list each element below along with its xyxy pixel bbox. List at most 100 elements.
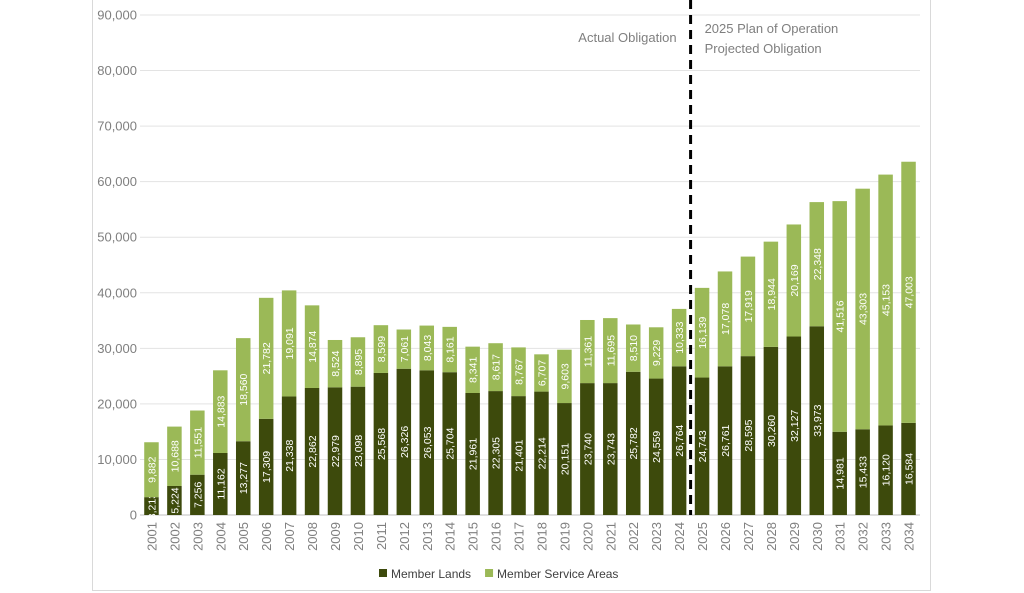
- data-label: 5,224: [169, 487, 181, 513]
- x-tick-label: 2034: [902, 522, 917, 551]
- data-label: 22,348: [812, 248, 824, 280]
- bar-member-service-areas: [901, 161, 916, 423]
- data-label: 18,944: [766, 278, 778, 310]
- data-label: 8,767: [514, 358, 526, 384]
- data-label: 8,161: [445, 336, 457, 362]
- y-tick-label: 30,000: [97, 341, 137, 356]
- x-tick-label: 2031: [833, 522, 848, 551]
- bar-member-lands: [190, 474, 205, 515]
- data-label: 23,743: [605, 433, 617, 465]
- bar-member-service-areas: [625, 324, 641, 372]
- data-label: 26,764: [674, 424, 686, 456]
- x-tick-label: 2028: [764, 522, 779, 551]
- bar-member-service-areas: [671, 308, 687, 367]
- data-label: 47,003: [904, 276, 916, 308]
- data-label: 14,883: [215, 395, 227, 427]
- data-label: 26,326: [399, 426, 411, 458]
- bar-member-lands: [763, 346, 779, 515]
- x-tick-label: 2005: [236, 522, 251, 551]
- bar-member-service-areas: [603, 318, 618, 384]
- actual-obligation-label: Actual Obligation: [578, 30, 676, 45]
- data-label: 8,510: [628, 335, 640, 361]
- bar-member-lands: [235, 441, 251, 515]
- data-label: 43,303: [858, 293, 870, 325]
- bar-member-lands: [832, 431, 847, 515]
- bar-member-lands: [258, 418, 274, 515]
- legend-label: Member Lands: [391, 567, 471, 581]
- chart-frame: [92, 0, 931, 591]
- bar-member-service-areas: [786, 224, 802, 337]
- data-label: 22,214: [536, 437, 548, 469]
- data-label: 16,584: [904, 453, 916, 485]
- bar-member-lands: [144, 497, 159, 515]
- y-tick-label: 50,000: [97, 230, 137, 245]
- bar-member-service-areas: [144, 442, 159, 498]
- bar-member-lands: [488, 391, 503, 515]
- bar-member-lands: [625, 371, 641, 515]
- data-label: 10,333: [674, 321, 686, 353]
- y-tick-label: 20,000: [97, 396, 137, 411]
- data-label: 21,961: [468, 438, 480, 470]
- x-tick-label: 2014: [443, 522, 458, 551]
- y-tick-label: 10,000: [97, 452, 137, 467]
- y-axis-ticks: 0 10,000 20,000 30,000 40,000 50,000 60,000 70,…: [97, 8, 137, 523]
- bar-member-service-areas: [235, 338, 251, 442]
- bar-member-service-areas: [190, 410, 205, 475]
- bar-member-service-areas: [878, 174, 893, 426]
- data-label: 25,704: [445, 427, 457, 459]
- data-label: 9,882: [146, 456, 158, 482]
- bar-member-lands: [557, 403, 572, 515]
- data-label: 9,603: [559, 363, 571, 389]
- data-label: 22,305: [491, 437, 503, 469]
- legend-swatch: [485, 569, 494, 577]
- data-label: 14,981: [835, 457, 847, 489]
- bar-member-lands: [901, 422, 916, 515]
- data-label: 8,617: [491, 354, 503, 380]
- x-tick-label: 2009: [328, 522, 343, 551]
- y-tick-label: 60,000: [97, 174, 137, 189]
- bar-member-service-areas: [694, 287, 710, 378]
- x-tick-label: 2025: [695, 522, 710, 551]
- x-tick-label: 2011: [374, 522, 389, 550]
- bar-member-lands: [465, 392, 480, 515]
- data-label: 21,401: [514, 439, 526, 471]
- bars: 3,213 9,882 5,224 10,688 7,256 11,551 11,162 14…: [144, 161, 916, 519]
- data-label: 13,277: [238, 462, 250, 494]
- bar-member-lands: [878, 425, 893, 515]
- bar-member-lands: [694, 377, 710, 515]
- data-label: 17,078: [720, 303, 732, 335]
- bar-member-lands: [281, 396, 297, 515]
- x-tick-label: 2006: [259, 522, 274, 551]
- gridlines: [140, 14, 920, 516]
- data-label: 11,361: [582, 336, 594, 367]
- x-tick-label: 2029: [787, 522, 802, 551]
- bar-member-service-areas: [580, 319, 595, 384]
- x-tick-label: 2010: [351, 522, 366, 551]
- data-label: 26,761: [720, 424, 732, 456]
- bar-member-service-areas: [350, 337, 366, 387]
- bar-member-service-areas: [832, 201, 847, 432]
- data-label: 10,688: [169, 440, 181, 472]
- bar-member-lands: [534, 391, 549, 515]
- bar-member-service-areas: [419, 325, 435, 371]
- bar-member-lands: [580, 383, 595, 515]
- data-label: 22,862: [307, 435, 319, 467]
- data-label: 8,524: [330, 350, 342, 376]
- data-label: 24,743: [697, 430, 709, 462]
- data-label: 11,551: [192, 427, 204, 458]
- legend-label: Member Service Areas: [497, 567, 618, 581]
- x-axis-ticks: 2001 2002 2003 2004 2005 2006 2007 2008 2009 2010…: [144, 522, 916, 551]
- data-label: 20,151: [559, 443, 571, 475]
- legend: Member Lands Member Service Areas: [379, 567, 618, 581]
- bar-member-lands: [855, 429, 870, 515]
- data-label: 17,309: [261, 451, 273, 483]
- y-tick-label: 80,000: [97, 63, 137, 78]
- bar-member-service-areas: [511, 347, 526, 397]
- x-tick-label: 2007: [282, 522, 297, 551]
- bar-member-lands: [603, 383, 618, 515]
- x-tick-label: 2032: [856, 522, 871, 551]
- data-label: 8,599: [376, 336, 388, 362]
- bar-member-lands: [167, 485, 182, 515]
- bar-member-lands: [350, 386, 366, 515]
- plan-of-operation-label: 2025 Plan of Operation: [705, 21, 839, 36]
